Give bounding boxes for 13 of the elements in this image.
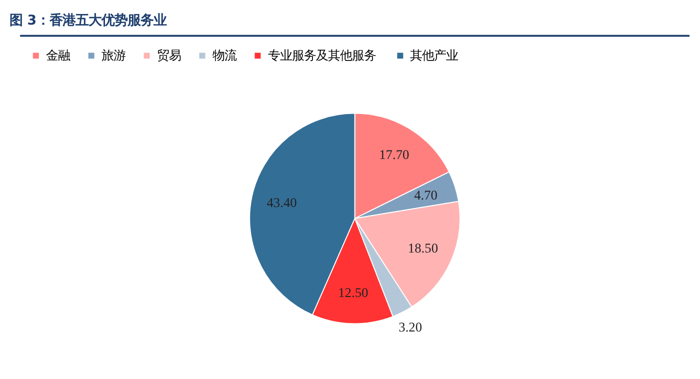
data-label: 17.70	[379, 146, 410, 162]
data-label: 18.50	[408, 240, 438, 256]
data-label: 43.40	[266, 194, 298, 210]
data-label: 12.50	[338, 284, 368, 300]
legend-label: 旅游	[101, 48, 126, 63]
data-label: 3.20	[398, 319, 422, 334]
data-label: 4.70	[414, 187, 438, 202]
legend-label: 专业服务及其他服务	[268, 48, 376, 63]
legend-label: 其他产业	[410, 48, 458, 63]
legend-label: 物流	[212, 48, 236, 63]
chart-title: 图 3：香港五大优势服务业	[10, 12, 167, 28]
legend-label: 金融	[46, 48, 70, 63]
legend-label: 贸易	[156, 48, 181, 63]
